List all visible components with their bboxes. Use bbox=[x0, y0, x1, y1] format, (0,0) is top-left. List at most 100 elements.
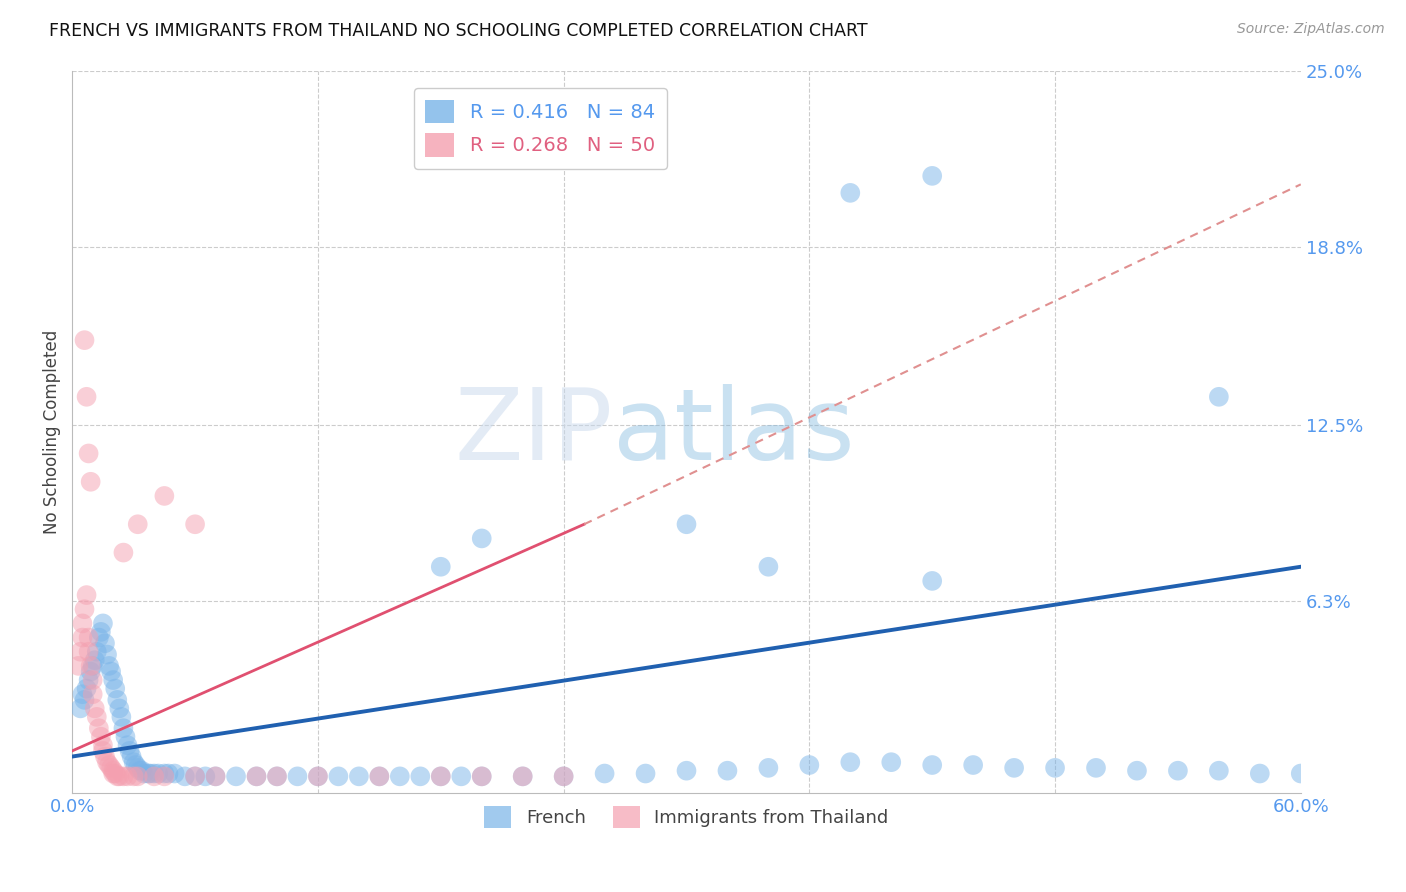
Point bbox=[98, 758, 121, 772]
Point bbox=[921, 169, 943, 183]
Point bbox=[122, 769, 145, 783]
Point bbox=[153, 489, 176, 503]
Point bbox=[184, 769, 207, 783]
Point bbox=[77, 631, 100, 645]
Point bbox=[1249, 766, 1271, 780]
Point bbox=[112, 721, 135, 735]
Point bbox=[430, 769, 453, 783]
Point bbox=[76, 390, 98, 404]
Point bbox=[131, 764, 153, 778]
Point bbox=[112, 769, 135, 783]
Point bbox=[716, 764, 738, 778]
Point bbox=[287, 769, 309, 783]
Point bbox=[245, 769, 267, 783]
Point bbox=[1208, 764, 1230, 778]
Point bbox=[136, 766, 159, 780]
Point bbox=[104, 766, 127, 780]
Point bbox=[100, 761, 122, 775]
Point bbox=[1043, 761, 1066, 775]
Point bbox=[73, 333, 96, 347]
Point bbox=[553, 769, 575, 783]
Point bbox=[266, 769, 288, 783]
Point bbox=[90, 624, 112, 639]
Point bbox=[839, 186, 862, 200]
Point bbox=[153, 769, 176, 783]
Point bbox=[101, 673, 124, 687]
Y-axis label: No Schooling Completed: No Schooling Completed bbox=[44, 330, 60, 534]
Point bbox=[1167, 764, 1189, 778]
Point bbox=[108, 769, 131, 783]
Point bbox=[127, 761, 149, 775]
Point bbox=[96, 648, 118, 662]
Point bbox=[79, 665, 101, 679]
Point bbox=[839, 755, 862, 769]
Point bbox=[77, 673, 100, 687]
Point bbox=[593, 766, 616, 780]
Point bbox=[117, 769, 139, 783]
Point bbox=[76, 681, 98, 696]
Point bbox=[409, 769, 432, 783]
Point bbox=[86, 710, 108, 724]
Point bbox=[91, 744, 114, 758]
Point bbox=[105, 769, 128, 783]
Point bbox=[77, 446, 100, 460]
Text: atlas: atlas bbox=[613, 384, 855, 481]
Point bbox=[73, 602, 96, 616]
Point bbox=[430, 769, 453, 783]
Point bbox=[73, 693, 96, 707]
Point bbox=[471, 769, 494, 783]
Point bbox=[96, 755, 118, 769]
Text: FRENCH VS IMMIGRANTS FROM THAILAND NO SCHOOLING COMPLETED CORRELATION CHART: FRENCH VS IMMIGRANTS FROM THAILAND NO SC… bbox=[49, 22, 868, 40]
Point bbox=[82, 659, 104, 673]
Point bbox=[83, 653, 105, 667]
Point bbox=[148, 766, 170, 780]
Point bbox=[94, 749, 117, 764]
Point bbox=[110, 710, 132, 724]
Point bbox=[105, 693, 128, 707]
Point bbox=[184, 517, 207, 532]
Point bbox=[328, 769, 350, 783]
Point bbox=[173, 769, 195, 783]
Point bbox=[91, 738, 114, 752]
Point bbox=[471, 532, 494, 546]
Point bbox=[72, 631, 94, 645]
Point bbox=[128, 764, 150, 778]
Point bbox=[921, 758, 943, 772]
Point bbox=[72, 687, 94, 701]
Point bbox=[1002, 761, 1025, 775]
Point bbox=[127, 769, 149, 783]
Point bbox=[347, 769, 370, 783]
Point bbox=[553, 769, 575, 783]
Point bbox=[245, 769, 267, 783]
Point bbox=[307, 769, 329, 783]
Point bbox=[98, 659, 121, 673]
Point bbox=[225, 769, 247, 783]
Point bbox=[143, 766, 166, 780]
Point bbox=[104, 681, 127, 696]
Point bbox=[1208, 390, 1230, 404]
Point bbox=[194, 769, 217, 783]
Point bbox=[67, 659, 90, 673]
Point bbox=[101, 764, 124, 778]
Point bbox=[450, 769, 472, 783]
Point bbox=[87, 631, 110, 645]
Point bbox=[634, 766, 657, 780]
Point bbox=[880, 755, 903, 769]
Point bbox=[125, 758, 148, 772]
Point bbox=[157, 766, 180, 780]
Point bbox=[82, 687, 104, 701]
Point bbox=[76, 588, 98, 602]
Point bbox=[962, 758, 984, 772]
Point bbox=[87, 721, 110, 735]
Point bbox=[118, 744, 141, 758]
Point bbox=[184, 769, 207, 783]
Point bbox=[799, 758, 821, 772]
Point bbox=[368, 769, 391, 783]
Point bbox=[72, 616, 94, 631]
Point bbox=[112, 545, 135, 559]
Point bbox=[91, 616, 114, 631]
Point bbox=[132, 766, 155, 780]
Point bbox=[204, 769, 226, 783]
Point bbox=[1289, 766, 1312, 780]
Point bbox=[69, 645, 91, 659]
